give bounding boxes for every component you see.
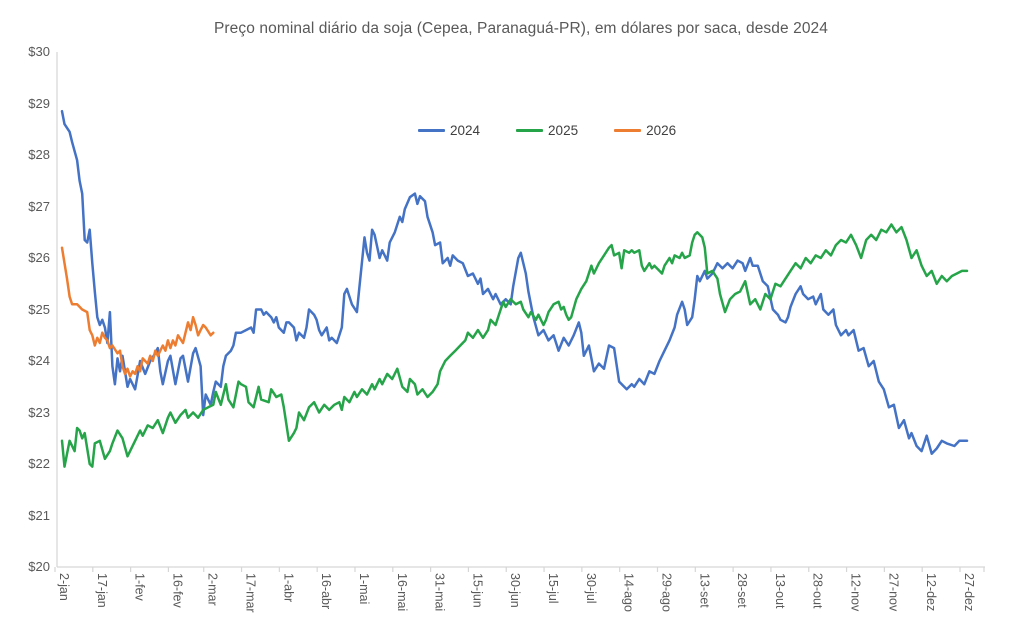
legend-item-2026[interactable]: 2026 <box>614 123 676 138</box>
x-axis-tick-label: 28-out <box>810 573 825 609</box>
y-axis-tick-label: $25 <box>28 301 50 317</box>
legend-line-swatch-2025 <box>516 129 544 132</box>
x-axis-tick-label: 12-nov <box>848 573 863 612</box>
y-axis-tick-label: $29 <box>28 95 50 111</box>
series-line-2025[interactable] <box>60 223 969 468</box>
x-axis-tick-label: 27-dez <box>962 573 976 612</box>
x-axis-tick-label: 1-mai <box>356 573 371 605</box>
x-axis-tick-label: 2-jan <box>57 573 71 601</box>
x-axis-tick-label: 13-out <box>772 573 787 609</box>
chart-title: Preço nominal diário da soja (Cepea, Par… <box>213 20 828 37</box>
x-axis-tick-label: 2-mar <box>205 573 220 606</box>
legend-item-2025[interactable]: 2025 <box>516 123 578 138</box>
legend-label: 2024 <box>450 123 481 138</box>
x-axis-tick-label: 30-jul <box>583 573 598 604</box>
x-axis-tick-label: 28-set <box>735 573 750 608</box>
y-axis-tick-label: $28 <box>28 147 50 162</box>
x-axis-tick-label: 15-jul <box>546 573 561 604</box>
chart-legend: 2024 2025 2026 <box>418 123 676 138</box>
x-axis-tick-label: 17-jan <box>94 573 109 608</box>
series-line-2024[interactable] <box>60 109 969 455</box>
x-axis-tick-label: 27-nov <box>886 573 901 612</box>
x-axis-tick-label: 30-jun <box>508 573 523 608</box>
y-axis-tick-label: $26 <box>28 250 50 265</box>
series-line-2026[interactable] <box>60 246 215 378</box>
y-axis-tick-label: $30 <box>28 44 50 59</box>
x-axis-tick-label: 1-fev <box>132 573 147 601</box>
y-axis-tick-label: $27 <box>28 198 50 214</box>
legend-line-swatch-2026 <box>614 129 642 132</box>
x-axis-tick-label: 29-ago <box>659 573 674 612</box>
x-axis-tick-label: 31-mai <box>432 573 447 612</box>
x-axis-tick-label: 16-mai <box>394 573 409 612</box>
legend-label: 2025 <box>548 123 579 138</box>
y-axis-tick-label: $24 <box>28 353 50 368</box>
x-axis-tick-label: 17-mar <box>243 573 258 613</box>
legend-label: 2026 <box>646 123 677 138</box>
x-axis-tick-label: 14-ago <box>621 573 636 612</box>
y-axis-tick-label: $20 <box>28 559 50 574</box>
legend-line-swatch-2024 <box>418 129 445 132</box>
x-axis-tick-label: 13-set <box>697 573 712 608</box>
x-axis-tick-label: 16-abr <box>319 573 334 610</box>
legend-item-2024[interactable]: 2024 <box>418 123 480 138</box>
y-axis-tick-label: $22 <box>28 456 50 471</box>
x-axis-tick-label: 16-fev <box>170 573 185 608</box>
x-axis-tick-label: 12-dez <box>924 573 939 612</box>
y-axis-tick-label: $21 <box>28 507 50 523</box>
x-axis-tick-label: 1-abr <box>281 573 296 603</box>
x-axis-tick-label: 15-jun <box>470 573 485 608</box>
y-axis-tick-label: $23 <box>28 404 50 420</box>
